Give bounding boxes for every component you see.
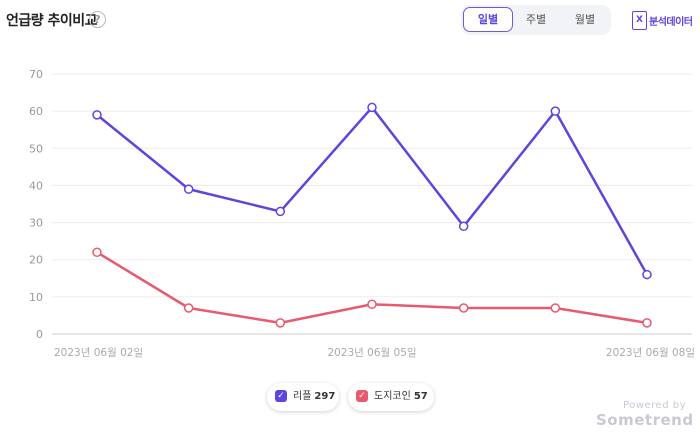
x-tick-label: 2023년 06월 02일 — [54, 346, 143, 359]
y-tick-label: 60 — [29, 105, 43, 118]
data-point — [92, 247, 102, 258]
data-point — [183, 184, 194, 194]
data-point — [367, 102, 377, 113]
x-tick-label: 2023년 06월 05일 — [327, 346, 416, 359]
brand-logo: Sometrend — [596, 411, 694, 429]
legend-count: 57 — [413, 391, 428, 402]
legend-item-dogecoin[interactable]: ✓ 도지코인 57 — [348, 383, 434, 411]
line-chart: 0 10 20 30 40 50 60 70 2023년 06월 02일 2023년 06월 05… — [29, 68, 695, 359]
legend-count: 297 — [314, 391, 336, 402]
data-point — [275, 206, 286, 217]
analysis-data-button[interactable]: X 분석데이터 — [632, 10, 693, 30]
data-point — [458, 303, 469, 313]
data-point — [642, 269, 652, 280]
series-line — [96, 251, 648, 325]
data-point — [642, 318, 652, 328]
data-point — [458, 221, 469, 232]
analysis-data-label: 분석데이터 — [649, 17, 693, 28]
y-tick-label: 40 — [29, 179, 43, 192]
data-point — [550, 303, 561, 313]
checkbox-icon: ✓ — [275, 390, 287, 402]
tab-weekly[interactable]: 주별 — [525, 13, 547, 26]
series-line — [96, 106, 649, 276]
y-tick-label: 0 — [36, 328, 43, 341]
help-icon[interactable]: ? — [89, 11, 106, 28]
y-tick-label: 30 — [29, 217, 43, 230]
tab-monthly[interactable]: 월별 — [574, 13, 596, 26]
x-tick-label: 2023년 06월 08일 — [606, 346, 695, 359]
y-tick-label: 20 — [29, 254, 43, 267]
legend-label: 도지코인 — [374, 391, 411, 402]
legend-label: 리플 — [293, 391, 312, 402]
data-point — [92, 110, 102, 120]
powered-by-logo: Powered by Sometrend — [596, 400, 694, 429]
chart-title: 언급량 추이비교 — [6, 13, 98, 29]
legend-item-ripple[interactable]: ✓ 리플 297 — [267, 383, 339, 411]
y-tick-label: 10 — [29, 291, 43, 304]
data-point — [275, 318, 286, 328]
chart-legend: ✓ 리플 297 ✓ 도지코인 57 — [0, 383, 700, 413]
period-tabs: 일별 주별 월별 — [461, 5, 611, 35]
tab-daily[interactable]: 일별 — [463, 7, 513, 32]
chart-header: 언급량 추이비교 ? 일별 주별 월별 X 분석데이터 — [0, 0, 700, 40]
powered-by-text: Powered by — [623, 400, 686, 411]
checkbox-icon: ✓ — [356, 390, 368, 402]
excel-icon: X — [632, 11, 647, 30]
data-point — [550, 106, 561, 116]
y-tick-label: 50 — [29, 142, 43, 155]
data-point — [367, 299, 377, 310]
data-point — [183, 303, 194, 313]
y-tick-label: 70 — [29, 68, 43, 81]
